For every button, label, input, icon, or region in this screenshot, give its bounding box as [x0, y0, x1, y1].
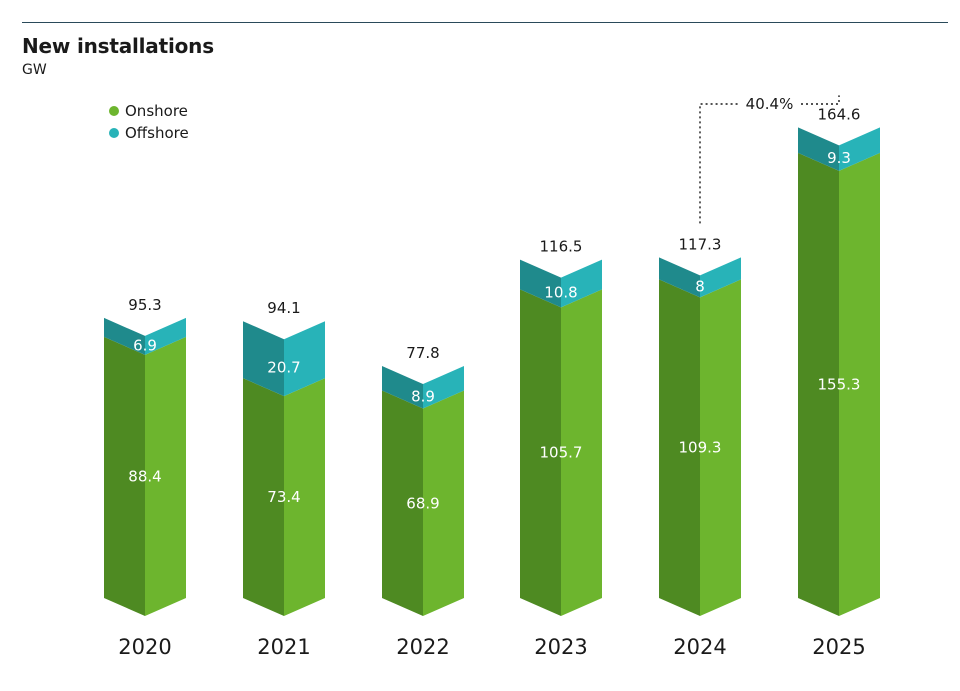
onshore-label-2022: 68.9 [406, 494, 439, 512]
total-label-2025: 164.6 [818, 105, 861, 123]
offshore-bar-2020-right [145, 317, 186, 355]
onshore-label-2025: 155.3 [818, 375, 861, 393]
offshore-label-2024: 8 [695, 277, 705, 295]
offshore-bar-2022-left [382, 366, 423, 409]
year-label-2024: 2024 [673, 635, 726, 659]
onshore-bar-2020-right [145, 336, 186, 616]
offshore-bar-2025-right [839, 127, 880, 171]
offshore-label-2022: 8.9 [411, 387, 435, 405]
offshore-bar-2023-right [561, 259, 602, 308]
legend-dot-onshore [109, 106, 119, 116]
onshore-bar-2023-left [520, 289, 561, 616]
offshore-label-2021: 20.7 [267, 359, 300, 377]
onshore-bar-2022-right [423, 390, 464, 616]
onshore-label-2024: 109.3 [679, 439, 722, 457]
offshore-bar-2022-right [423, 366, 464, 409]
onshore-label-2021: 73.4 [267, 488, 300, 506]
legend-dot-offshore [109, 128, 119, 138]
onshore-bar-2022-left [382, 390, 423, 616]
legend-item-onshore: Onshore [109, 100, 189, 122]
chart-subtitle: GW [22, 62, 47, 78]
year-label-2025: 2025 [812, 635, 865, 659]
legend-label-offshore: Offshore [125, 124, 189, 142]
year-label-2020: 2020 [118, 635, 171, 659]
offshore-bar-2025-left [798, 127, 839, 171]
growth-label: 40.4% [746, 95, 794, 113]
legend: Onshore Offshore [109, 100, 189, 144]
onshore-bar-2021-left [243, 378, 284, 616]
year-label-2022: 2022 [396, 635, 449, 659]
legend-label-onshore: Onshore [125, 102, 188, 120]
offshore-bar-2023-left [520, 259, 561, 308]
offshore-bar-2024-right [700, 257, 741, 298]
total-label-2021: 94.1 [267, 299, 300, 317]
onshore-label-2020: 88.4 [128, 467, 161, 485]
onshore-bar-2023-right [561, 289, 602, 616]
onshore-bar-2021-right [284, 378, 325, 616]
onshore-bar-2024-left [659, 279, 700, 616]
offshore-bar-2021-right [284, 321, 325, 397]
offshore-bar-2020-left [104, 317, 145, 355]
offshore-label-2025: 9.3 [827, 149, 851, 167]
total-label-2022: 77.8 [406, 344, 439, 362]
offshore-bar-2021-left [243, 321, 284, 397]
year-label-2021: 2021 [257, 635, 310, 659]
onshore-label-2023: 105.7 [540, 444, 583, 462]
total-label-2024: 117.3 [679, 235, 722, 253]
offshore-bar-2024-left [659, 257, 700, 298]
onshore-bar-2025-right [839, 152, 880, 617]
top-rule [22, 22, 948, 23]
onshore-bar-2020-left [104, 336, 145, 616]
total-label-2020: 95.3 [128, 296, 161, 314]
onshore-bar-2025-left [798, 152, 839, 617]
offshore-label-2023: 10.8 [544, 283, 577, 301]
chart-title: New installations [22, 34, 214, 58]
legend-item-offshore: Offshore [109, 122, 189, 144]
total-label-2023: 116.5 [540, 238, 583, 256]
offshore-label-2020: 6.9 [133, 336, 157, 354]
year-label-2023: 2023 [534, 635, 587, 659]
onshore-bar-2024-right [700, 279, 741, 616]
